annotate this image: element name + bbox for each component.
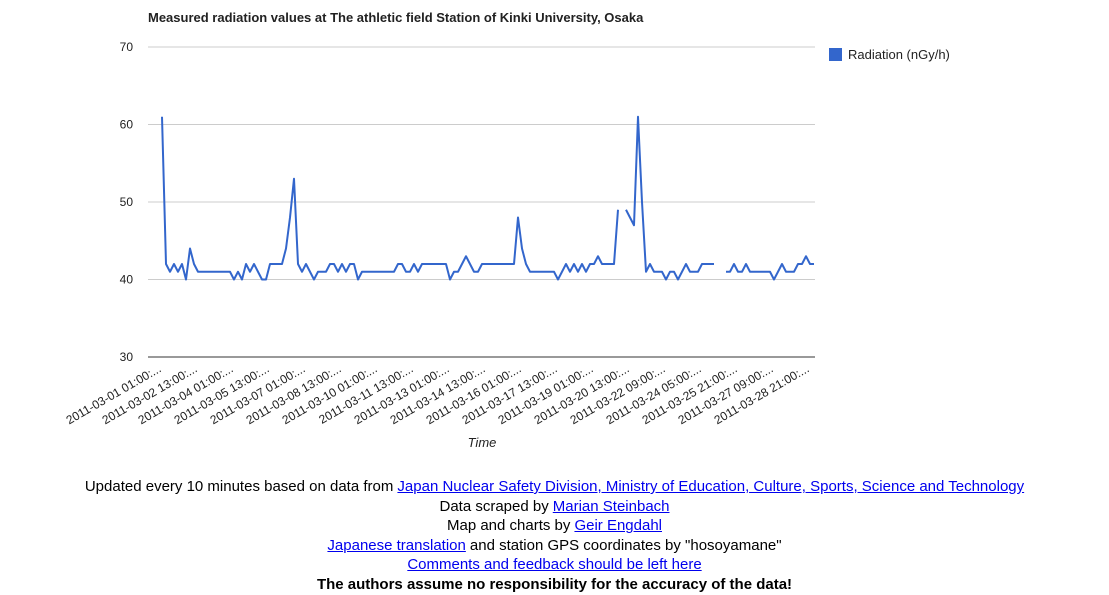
footer-line: Comments and feedback should be left her…	[0, 555, 1109, 575]
footer-line: Japanese translation and station GPS coor…	[0, 536, 1109, 556]
link[interactable]: Geir Engdahl	[574, 517, 662, 535]
text: and station GPS coordinates by "hosoyama…	[469, 536, 782, 554]
text: Updated every 10 minutes based on data f…	[84, 478, 394, 495]
y-tick-label: 50	[120, 195, 134, 209]
footer: Updated every 10 minutes based on data f…	[0, 477, 1109, 595]
chart-title: Measured radiation values at The athleti…	[148, 10, 644, 25]
legend-swatch	[829, 48, 842, 61]
chart: Measured radiation values at The athleti…	[64, 10, 950, 450]
footer-line: Updated every 10 minutes based on data f…	[0, 477, 1109, 497]
link[interactable]: Marian Steinbach	[552, 497, 670, 515]
y-tick-label: 30	[120, 350, 134, 364]
footer-line: The authors assume no responsibility for…	[0, 575, 1109, 595]
legend-label: Radiation (nGy/h)	[848, 47, 950, 62]
line	[161, 115, 814, 281]
footer-line: Data scraped by Marian Steinbach	[0, 497, 1109, 517]
text: Map and charts by	[446, 517, 571, 535]
footer-line: Map and charts by Geir Engdahl	[0, 516, 1109, 536]
link[interactable]: Japanese translation	[327, 536, 466, 554]
link[interactable]: Japan Nuclear Safety Division, Ministry …	[397, 478, 1025, 495]
y-tick-label: 60	[120, 118, 134, 132]
x-axis-title: Time	[468, 435, 497, 450]
y-tick-label: 70	[120, 40, 134, 54]
text: Data scraped by	[439, 497, 549, 515]
disclaimer: The authors assume no responsibility for…	[316, 575, 793, 593]
link[interactable]: Comments and feedback should be left her…	[407, 556, 702, 574]
y-tick-label: 40	[120, 273, 134, 287]
